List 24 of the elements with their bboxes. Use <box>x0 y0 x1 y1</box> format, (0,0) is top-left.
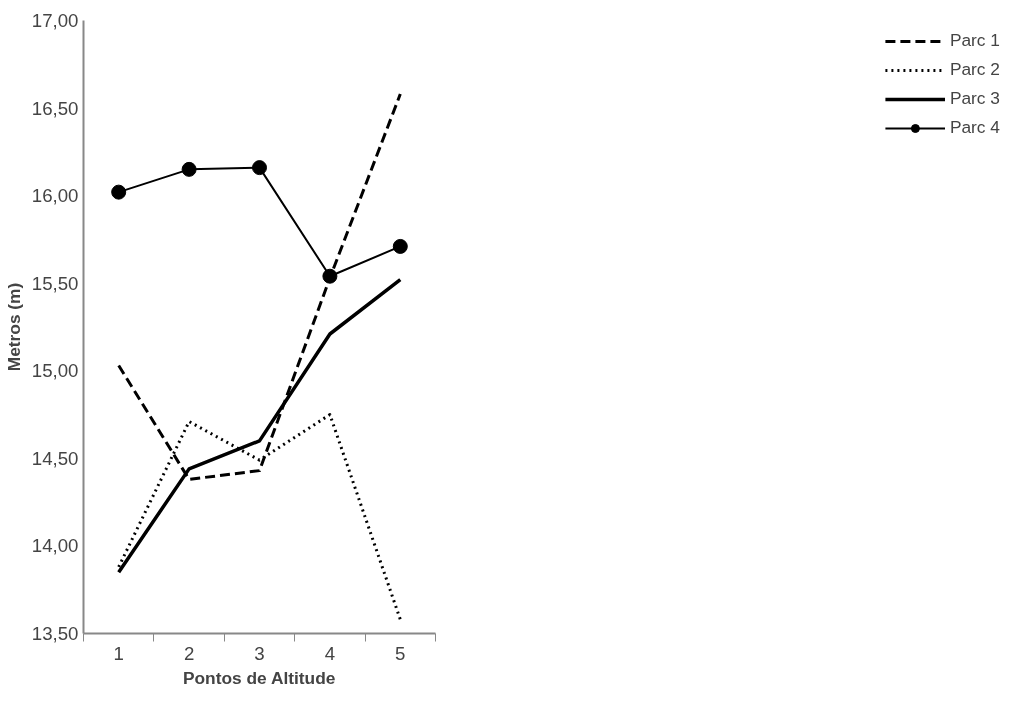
x-axis-title: Pontos de Altitude <box>182 667 336 688</box>
point <box>322 268 338 284</box>
x-tick-label: 1 <box>113 642 124 664</box>
y-tick-label: 14,50 <box>31 447 79 469</box>
y-tick-label: 13,50 <box>31 623 79 644</box>
x-tick-label: 4 <box>324 642 336 664</box>
legend-label: Parc 1 <box>949 30 1000 51</box>
x-tick-label: 3 <box>254 642 265 664</box>
legend-label: Parc 3 <box>949 88 1000 109</box>
y-tick-label: 14,00 <box>31 535 79 557</box>
x-tick-label: 2 <box>183 642 195 664</box>
y-tick-label: 16,00 <box>31 185 79 207</box>
y-axis-title: Metros (m) <box>3 282 24 372</box>
point <box>111 184 127 200</box>
x-tick-label: 5 <box>395 642 406 664</box>
legend-label: Parc 4 <box>949 117 1000 138</box>
y-tick-label: 15,00 <box>31 360 79 382</box>
point <box>181 161 197 177</box>
point <box>392 238 408 254</box>
y-tick-label: 17,00 <box>31 10 79 31</box>
y-tick-label: 15,50 <box>31 272 79 294</box>
legend-label: Parc 2 <box>949 59 1000 80</box>
point <box>252 160 267 176</box>
y-tick-label: 16,50 <box>31 97 79 119</box>
